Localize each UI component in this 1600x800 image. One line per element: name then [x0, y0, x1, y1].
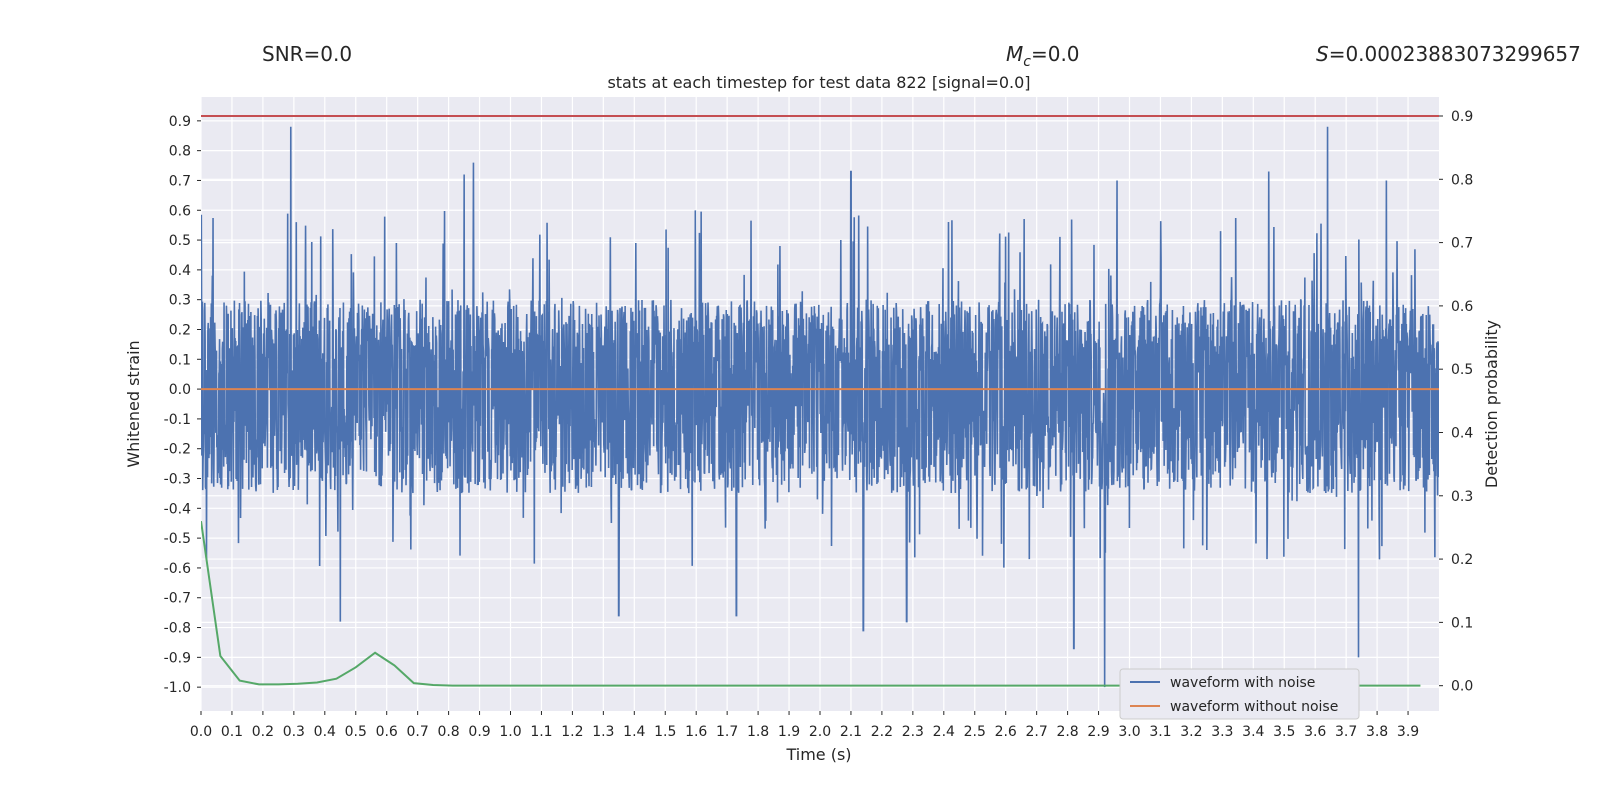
x-tick-label: 1.9 [778, 724, 800, 740]
y2-tick-label: 0.9 [1451, 109, 1473, 125]
x-tick-label: 0.0 [190, 724, 212, 740]
y-tick-label: 0.0 [169, 382, 191, 398]
x-tick-label: 0.8 [437, 724, 459, 740]
y-tick-label: -0.5 [164, 531, 191, 547]
mc-header: Mc=0.0 [1006, 42, 1080, 70]
x-tick-label: 2.5 [964, 724, 986, 740]
x-tick-label: 2.2 [871, 724, 893, 740]
x-tick-label: 1.4 [623, 724, 645, 740]
y2-tick-label: 0.7 [1451, 236, 1473, 252]
y2-tick-label: 0.0 [1451, 679, 1473, 695]
y2-tick-label: 0.6 [1451, 299, 1473, 315]
mc-value: =0.0 [1031, 42, 1080, 66]
y-tick-label: 0.6 [169, 203, 191, 219]
x-tick-label: 3.7 [1335, 724, 1357, 740]
x-tick-label: 1.0 [499, 724, 521, 740]
x-tick-label: 3.1 [1149, 724, 1171, 740]
s-header: S=0.00023883073299657 [1316, 42, 1581, 66]
x-tick-label: 1.1 [530, 724, 552, 740]
y-tick-label: 0.5 [169, 233, 191, 249]
x-tick-label: 3.3 [1211, 724, 1233, 740]
series-waveform-with-noise [201, 126, 1439, 688]
x-tick-label: 1.8 [747, 724, 769, 740]
legend: waveform with noise waveform without noi… [1119, 668, 1360, 720]
legend-label-clean: waveform without noise [1170, 699, 1338, 715]
plot-series [201, 114, 1439, 688]
y-tick-label: 0.1 [169, 352, 191, 368]
x-tick-label: 3.4 [1242, 724, 1264, 740]
x-tick-label: 0.4 [314, 724, 336, 740]
x-tick-label: 0.5 [345, 724, 367, 740]
y-axis-left-ticks: 0.9 0.8 0.7 0.6 0.5 0.4 0.3 0.2 0.1 0.0 -0.1 -0.2 -0… [164, 114, 201, 696]
legend-box [1119, 668, 1360, 720]
x-tick-label: 1.5 [654, 724, 676, 740]
x-tick-label: 3.9 [1397, 724, 1419, 740]
y2-tick-label: 0.8 [1451, 172, 1473, 188]
y-tick-label: 0.9 [169, 114, 191, 130]
y2-tick-label: 0.2 [1451, 552, 1473, 568]
y-tick-label: -0.9 [164, 650, 191, 666]
x-tick-label: 2.0 [809, 724, 831, 740]
y-tick-label: -0.4 [164, 501, 191, 517]
mc-symbol: M [1006, 42, 1023, 66]
x-tick-label: 3.2 [1180, 724, 1202, 740]
x-tick-label: 0.9 [468, 724, 490, 740]
mc-subscript: c [1023, 54, 1031, 70]
y2-tick-label: 0.5 [1451, 362, 1473, 378]
y-tick-label: -0.2 [164, 442, 191, 458]
x-tick-label: 0.3 [283, 724, 305, 740]
y2-tick-label: 0.1 [1451, 615, 1473, 631]
x-tick-label: 3.5 [1273, 724, 1295, 740]
x-tick-label: 2.1 [840, 724, 862, 740]
x-tick-label: 2.6 [995, 724, 1017, 740]
x-tick-label: 1.7 [716, 724, 738, 740]
x-tick-label: 2.3 [902, 724, 924, 740]
x-axis-label: Time (s) [785, 745, 851, 764]
x-tick-label: 3.6 [1304, 724, 1326, 740]
chart-title: stats at each timestep for test data 822… [607, 73, 1030, 92]
y-axis-right-label: Detection probability [1482, 320, 1501, 488]
x-tick-label: 3.0 [1118, 724, 1140, 740]
x-tick-label: 3.8 [1366, 724, 1388, 740]
y-tick-label: -1.0 [164, 680, 191, 696]
y-tick-label: 0.8 [169, 144, 191, 160]
s-symbol: S [1316, 42, 1329, 66]
x-tick-label: 2.4 [933, 724, 955, 740]
y-axis-left-label: Whitened strain [124, 340, 143, 467]
x-tick-label: 1.6 [685, 724, 707, 740]
y-tick-label: -0.7 [164, 591, 191, 607]
x-tick-label: 0.2 [252, 724, 274, 740]
y-tick-label: 0.7 [169, 173, 191, 189]
y2-tick-label: 0.3 [1451, 489, 1473, 505]
x-tick-label: 2.9 [1087, 724, 1109, 740]
x-tick-label: 1.3 [592, 724, 614, 740]
y-tick-label: 0.4 [169, 263, 191, 279]
x-tick-label: 2.8 [1056, 724, 1078, 740]
x-tick-label: 2.7 [1026, 724, 1048, 740]
x-tick-label: 1.2 [561, 724, 583, 740]
x-tick-label: 0.7 [407, 724, 429, 740]
x-axis-ticks: 0.0 0.1 0.2 0.3 0.4 0.5 0.6 0.7 0.8 0.9 1.0 1.1 1.2 1… [190, 711, 1419, 740]
y-tick-label: -0.8 [164, 621, 191, 637]
y-tick-label: -0.6 [164, 561, 191, 577]
x-tick-label: 0.6 [376, 724, 398, 740]
y-axis-right-ticks: 0.9 0.8 0.7 0.6 0.5 0.4 0.3 0.2 0.1 0.0 [1439, 109, 1473, 695]
y-tick-label: 0.3 [169, 293, 191, 309]
s-value: =0.00023883073299657 [1329, 42, 1581, 66]
y-tick-label: 0.2 [169, 322, 191, 338]
y-tick-label: -0.1 [164, 412, 191, 428]
series-detection-probability [201, 520, 1421, 687]
legend-label-noise: waveform with noise [1170, 675, 1315, 691]
x-tick-label: 0.1 [221, 724, 243, 740]
y-tick-label: -0.3 [164, 472, 191, 488]
y2-tick-label: 0.4 [1451, 425, 1473, 441]
snr-header: SNR=0.0 [262, 42, 352, 66]
